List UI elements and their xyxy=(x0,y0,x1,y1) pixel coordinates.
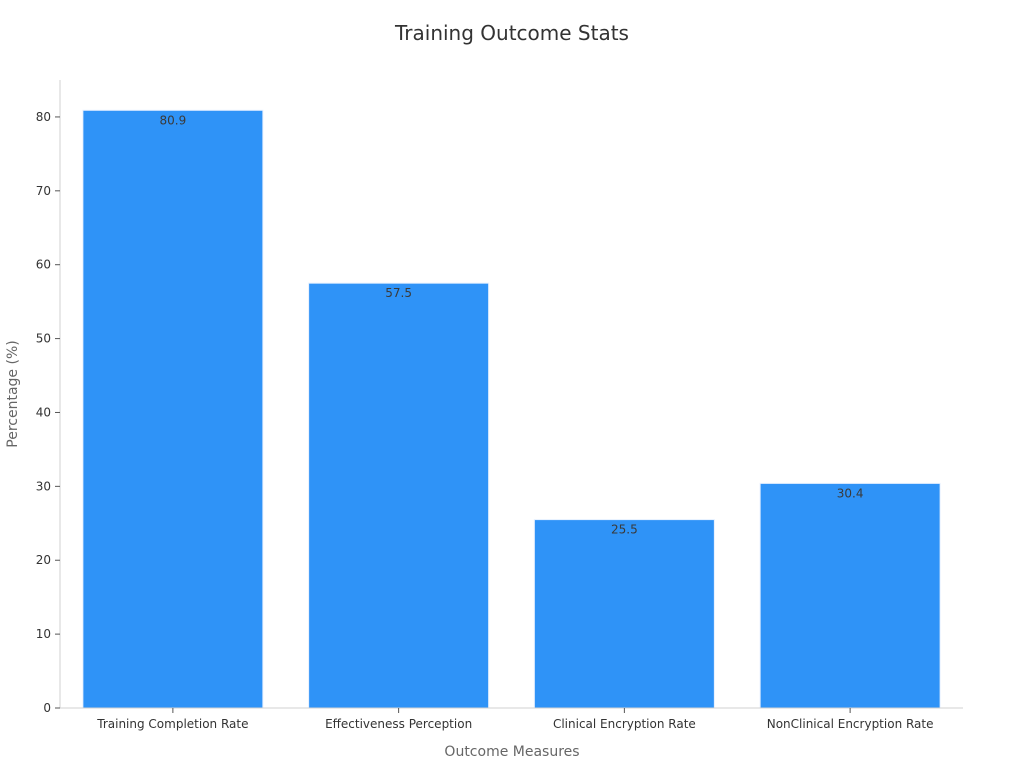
x-axis: Training Completion Rate Effectiveness Pe… xyxy=(60,707,963,731)
y-axis-title: Percentage (%) xyxy=(5,340,21,447)
bar xyxy=(759,482,941,709)
y-tick-label: 50 xyxy=(36,332,51,346)
chart-title: Training Outcome Stats xyxy=(394,21,629,45)
y-tick-label: 20 xyxy=(36,553,51,567)
x-tick-label: NonClinical Encryption Rate xyxy=(767,717,934,731)
bar-value-label: 30.4 xyxy=(837,486,864,500)
y-tick-label: 60 xyxy=(36,258,51,272)
bars-layer xyxy=(82,109,941,709)
bar xyxy=(82,109,264,709)
bar-value-label: 80.9 xyxy=(160,113,187,127)
data-labels-layer: 80.9 57.5 25.5 30.4 xyxy=(160,113,864,536)
y-tick-label: 30 xyxy=(36,479,51,493)
x-axis-title: Outcome Measures xyxy=(444,744,579,760)
y-tick-label: 70 xyxy=(36,184,51,198)
y-tick-label: 40 xyxy=(36,405,51,419)
y-axis: 0 10 20 30 40 50 60 70 80 xyxy=(36,80,61,715)
y-tick-label: 0 xyxy=(43,701,51,715)
x-tick-label: Effectiveness Perception xyxy=(325,717,472,731)
x-tick-label: Training Completion Rate xyxy=(96,717,248,731)
y-tick-label: 80 xyxy=(36,110,51,124)
x-tick-label: Clinical Encryption Rate xyxy=(553,717,696,731)
bar xyxy=(308,282,490,709)
bar xyxy=(533,519,715,709)
bar-value-label: 25.5 xyxy=(611,523,638,537)
bar-value-label: 57.5 xyxy=(385,286,412,300)
y-tick-label: 10 xyxy=(36,627,51,641)
